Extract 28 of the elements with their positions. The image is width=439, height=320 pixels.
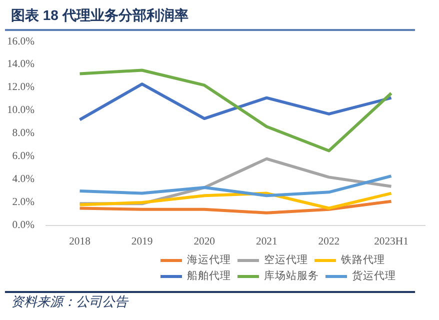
legend-label: 空运代理 — [264, 253, 308, 267]
y-tick-label: 6.0% — [12, 151, 35, 162]
y-tick-label: 2.0% — [12, 197, 35, 208]
x-tick-label: 2023H1 — [374, 236, 408, 248]
x-tick-label: 2020 — [194, 236, 216, 248]
y-tick-label: 8.0% — [12, 128, 35, 139]
y-tick-label: 10.0% — [6, 105, 35, 116]
y-tick-label: 4.0% — [12, 174, 35, 185]
chart-title: 图表 18 代理业务分部利润率 — [11, 6, 188, 25]
y-tick-label: 0.0% — [12, 220, 35, 231]
line-series — [78, 68, 393, 152]
x-tick-label: 2018 — [69, 236, 90, 248]
legend-label: 船舶代理 — [187, 269, 231, 283]
legend-label: 货运代理 — [352, 269, 396, 283]
legend-label: 铁路代理 — [341, 253, 385, 267]
line-series — [78, 82, 393, 122]
x-tick-label: 2022 — [318, 236, 340, 248]
line-series — [78, 192, 393, 210]
legend-label: 海运代理 — [187, 253, 231, 267]
x-tick-label: 2021 — [256, 236, 278, 248]
y-tick-label: 12.0% — [6, 82, 35, 93]
line-series — [78, 174, 393, 198]
y-tick-label: 14.0% — [6, 59, 35, 70]
legend-label: 库场站服务 — [264, 269, 319, 283]
line-series — [78, 200, 393, 214]
text: 资料来源：公司公告 — [11, 293, 128, 311]
x-tick-label: 2019 — [131, 236, 153, 248]
y-tick-label: 16.0% — [6, 36, 35, 48]
